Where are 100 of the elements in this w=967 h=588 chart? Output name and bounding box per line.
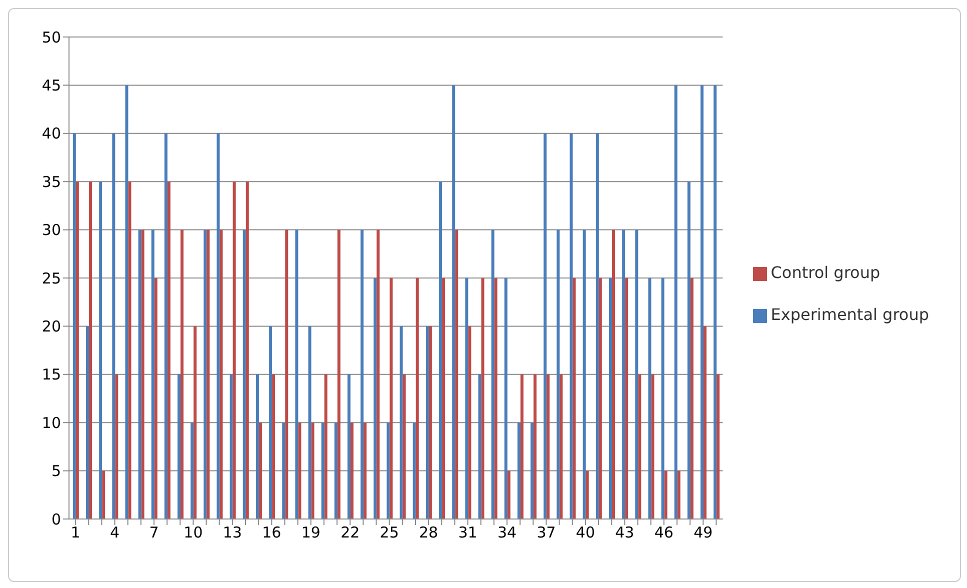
y-tick-label: 5	[51, 462, 61, 480]
bar	[206, 230, 210, 519]
bar	[360, 230, 364, 519]
bar	[272, 374, 276, 519]
y-tick-label: 30	[42, 221, 61, 240]
bar	[426, 326, 429, 519]
bar	[128, 182, 132, 519]
x-tick-label: 10	[184, 524, 203, 542]
bar	[608, 278, 612, 519]
bar	[556, 230, 560, 519]
bar	[661, 278, 664, 519]
bar	[386, 422, 390, 519]
bar	[504, 278, 508, 519]
bar	[89, 182, 92, 519]
bar	[125, 85, 128, 519]
bar	[298, 422, 302, 519]
bar	[400, 326, 403, 519]
x-tick-label: 34	[497, 524, 517, 542]
bar	[428, 326, 432, 519]
bar	[517, 422, 520, 519]
bar	[216, 133, 220, 519]
bar	[560, 374, 563, 519]
y-tick-label: 15	[42, 366, 61, 384]
bar	[334, 422, 338, 519]
bar	[402, 374, 406, 519]
x-tick-label: 49	[694, 524, 713, 542]
bar	[572, 278, 576, 519]
bar	[151, 230, 154, 519]
bar	[612, 230, 615, 519]
bar	[677, 470, 680, 519]
legend-label: Experimental group	[770, 305, 929, 324]
bar	[625, 278, 628, 519]
bar	[256, 374, 259, 519]
x-tick-label: 46	[654, 524, 674, 542]
bar	[586, 470, 589, 519]
x-tick-label: 16	[262, 524, 282, 542]
bar	[716, 374, 720, 519]
bar	[638, 374, 642, 519]
bar	[86, 326, 89, 519]
bar	[115, 374, 118, 519]
bar	[687, 182, 690, 519]
bar	[374, 278, 377, 519]
bar	[364, 422, 367, 519]
bar	[546, 374, 550, 519]
bar	[204, 230, 207, 519]
y-tick-label: 45	[42, 76, 61, 95]
bar	[269, 326, 272, 519]
bar	[570, 133, 573, 519]
legend-label: Control group	[770, 263, 880, 282]
bar	[452, 85, 456, 519]
bar	[194, 326, 197, 519]
bar	[376, 230, 380, 519]
bar	[465, 278, 468, 519]
bar	[714, 85, 717, 519]
x-tick-label: 25	[380, 524, 399, 542]
bar	[232, 182, 236, 519]
bar	[72, 133, 76, 519]
bar	[246, 182, 249, 519]
x-tick-label: 1	[70, 524, 80, 542]
bar	[704, 326, 707, 519]
bar	[700, 85, 704, 519]
bar	[491, 230, 494, 519]
bar	[324, 374, 328, 519]
bar	[390, 278, 393, 519]
bar	[99, 182, 102, 519]
bar	[167, 182, 170, 519]
bar	[242, 230, 246, 519]
bar	[596, 133, 599, 519]
bar	[455, 230, 458, 519]
bar	[481, 278, 484, 519]
bar	[664, 470, 668, 519]
bar	[598, 278, 602, 519]
bar	[178, 374, 181, 519]
bar	[690, 278, 694, 519]
bar	[494, 278, 498, 519]
bar	[76, 182, 79, 519]
bar	[138, 230, 142, 519]
bar	[544, 133, 547, 519]
y-tick-label: 50	[42, 28, 61, 46]
bar	[635, 230, 638, 519]
bar	[530, 422, 534, 519]
x-tick-label: 13	[222, 524, 242, 542]
bar	[220, 230, 223, 519]
bar	[102, 470, 106, 519]
bar	[674, 85, 678, 519]
bar	[141, 230, 144, 519]
bar	[507, 470, 510, 519]
y-tick-label: 20	[42, 318, 61, 336]
bar	[622, 230, 626, 519]
bar	[442, 278, 446, 519]
y-tick-label: 35	[42, 172, 61, 191]
y-tick-label: 40	[42, 124, 61, 143]
bar	[648, 278, 652, 519]
bar	[282, 422, 286, 519]
bar	[258, 422, 262, 519]
y-tick-label: 25	[42, 269, 61, 288]
x-tick-label: 28	[419, 524, 438, 542]
x-tick-label: 31	[458, 524, 478, 542]
bar	[112, 133, 116, 519]
bar	[285, 230, 288, 519]
